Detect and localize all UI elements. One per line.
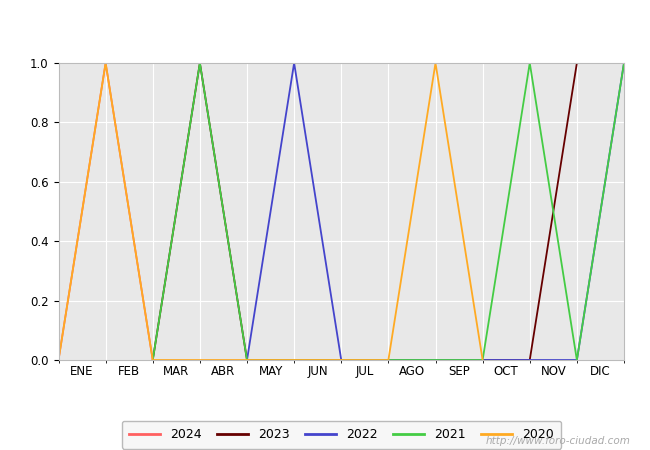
Text: Matriculaciones de Vehiculos en Beuda: Matriculaciones de Vehiculos en Beuda xyxy=(149,18,501,36)
Text: http://www.foro-ciudad.com: http://www.foro-ciudad.com xyxy=(486,436,630,446)
Legend: 2024, 2023, 2022, 2021, 2020: 2024, 2023, 2022, 2021, 2020 xyxy=(122,421,561,449)
